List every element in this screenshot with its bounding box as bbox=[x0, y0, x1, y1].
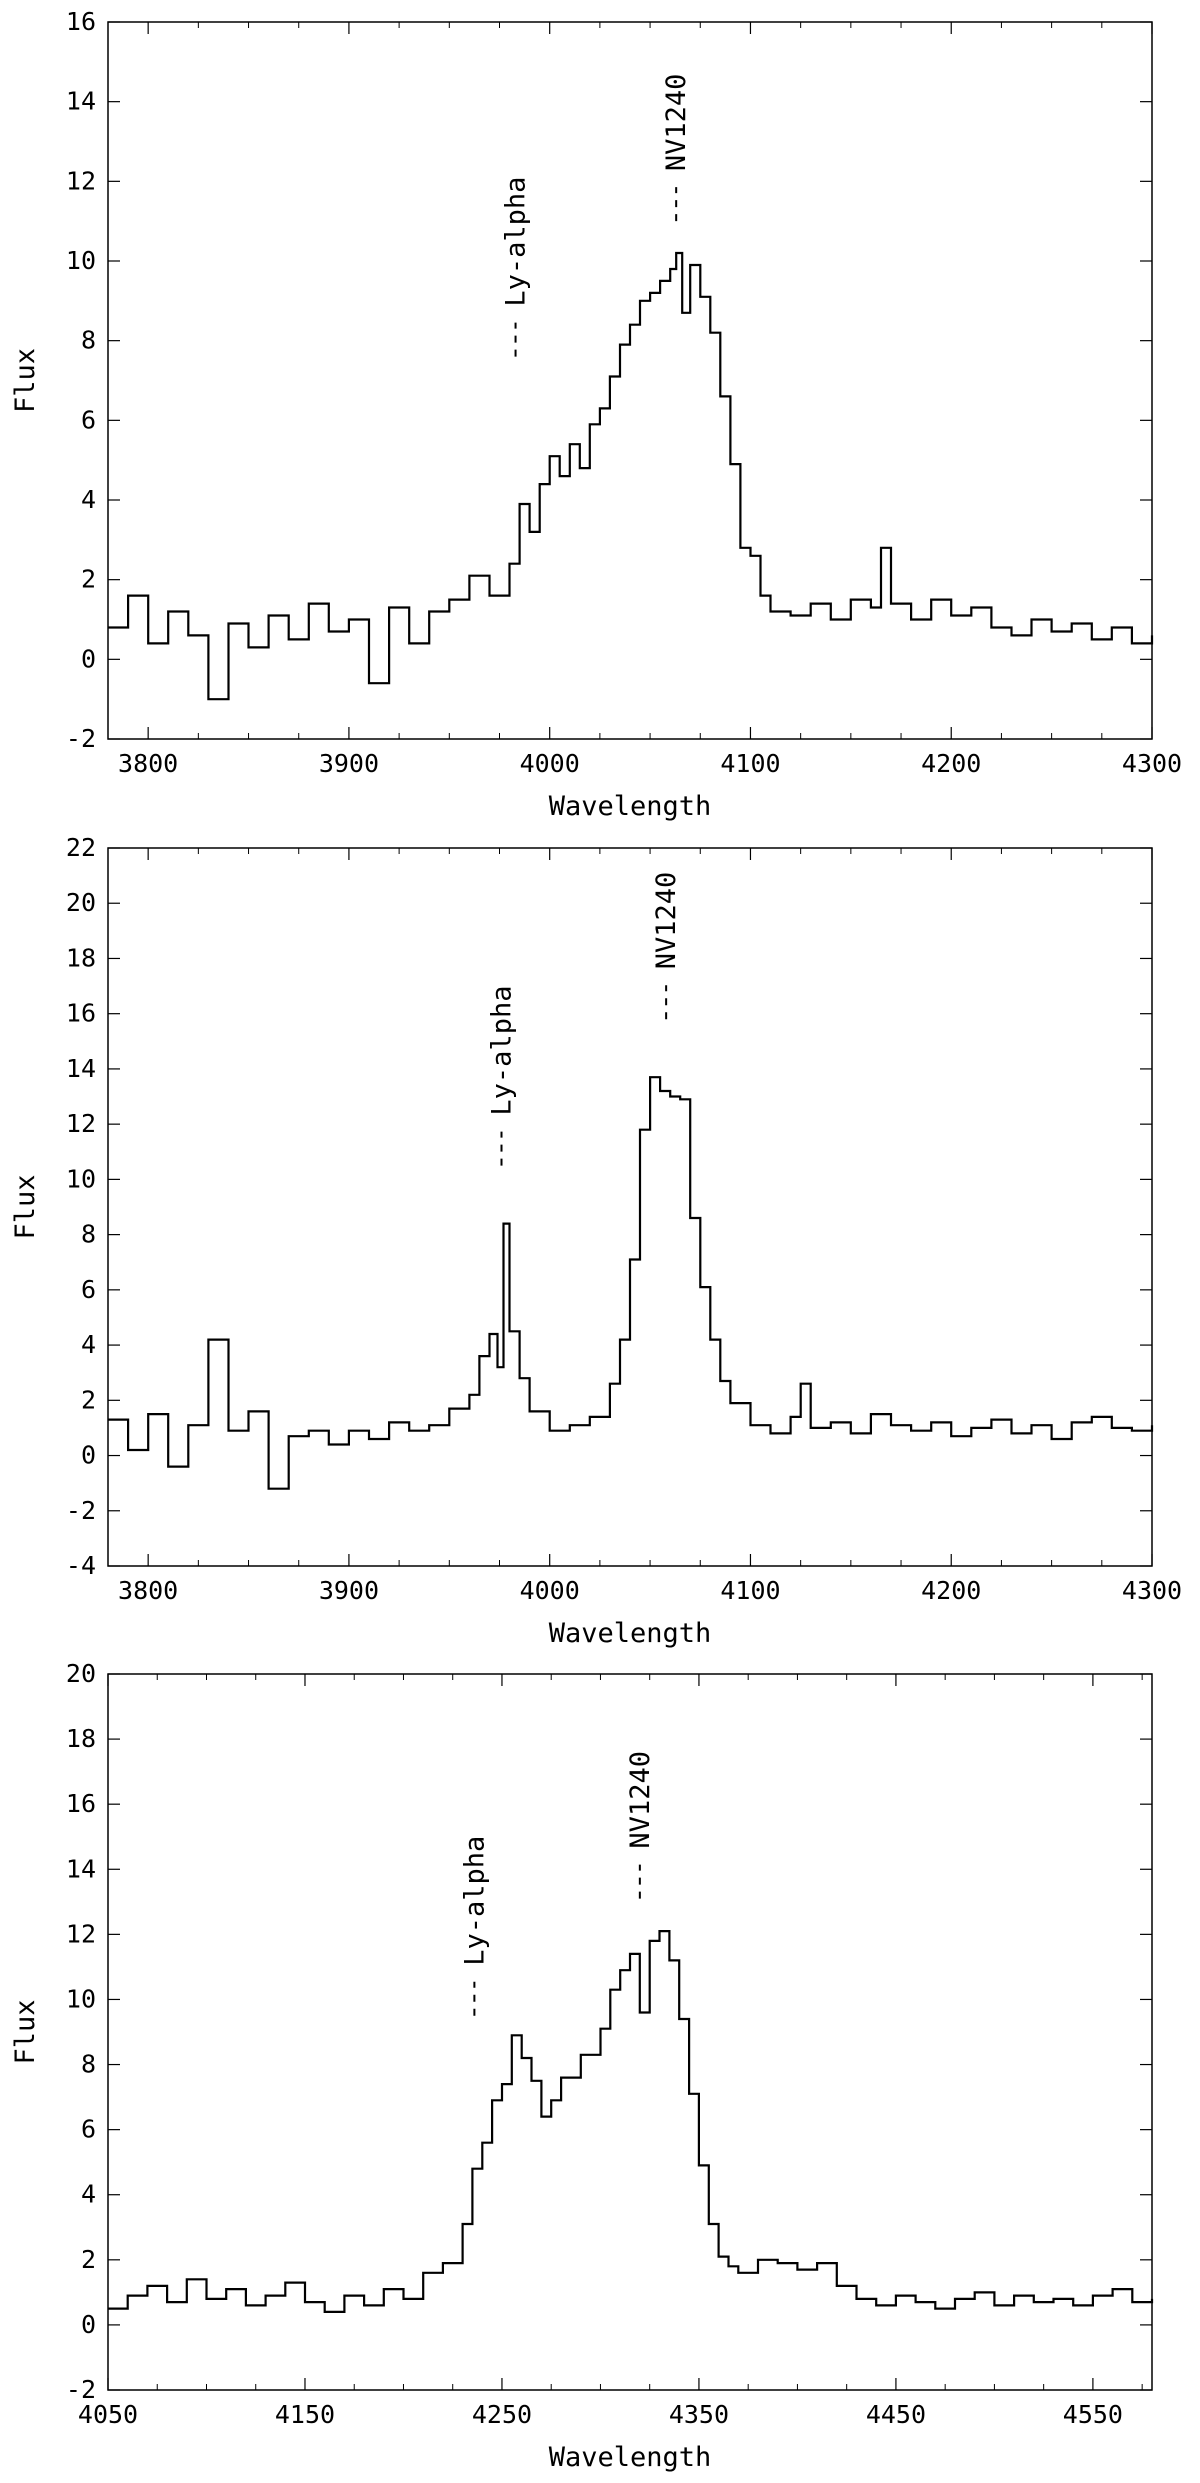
y-tick-label: -2 bbox=[66, 724, 96, 753]
x-tick-label: 4200 bbox=[921, 749, 981, 778]
spectrum-panel-2: 3800 3900 4000 4100 4200 4300 -4 -2 0 2 4 6 8 10 12 14 1… bbox=[10, 833, 1182, 1649]
x-tick-label: 4300 bbox=[1122, 749, 1182, 778]
x-tick-label: 3900 bbox=[319, 749, 379, 778]
x-tick-label: 4350 bbox=[669, 2400, 729, 2429]
y-tick-label: 16 bbox=[66, 1789, 96, 1818]
y-tick-label: 8 bbox=[81, 1220, 96, 1249]
x-axis-title: Wavelength bbox=[549, 1618, 712, 1649]
spectrum-line-1 bbox=[108, 1930, 1154, 2313]
y-tick-label: 6 bbox=[81, 2115, 96, 2144]
x-tick-label: 4000 bbox=[520, 1576, 580, 1605]
line-label: Ly-alpha bbox=[501, 177, 532, 307]
y-tick-label: 6 bbox=[81, 1275, 96, 1304]
x-tick-label: 4150 bbox=[275, 2400, 335, 2429]
y-tick-label: 18 bbox=[66, 1724, 96, 1753]
y-tick-label: 12 bbox=[66, 1109, 96, 1138]
y-tick-label: 16 bbox=[66, 999, 96, 1028]
plot-frame bbox=[107, 1673, 1153, 2391]
y-axis-title: Flux bbox=[10, 348, 41, 413]
x-tick-label: 4100 bbox=[720, 749, 780, 778]
y-tick-label: 0 bbox=[81, 1441, 96, 1470]
y-tick-label: 2 bbox=[81, 2245, 96, 2274]
y-tick-label: 2 bbox=[81, 565, 96, 594]
y-tick-label: 16 bbox=[66, 7, 96, 36]
y-tick-label: 20 bbox=[66, 1659, 96, 1688]
x-tick-label: 3800 bbox=[118, 749, 178, 778]
spectrum-panel-3: 4050 4150 4250 4350 4450 4550 -2 0 2 4 6 8 10 12 14 16 1… bbox=[10, 1659, 1154, 2473]
y-tick-label: -2 bbox=[66, 1496, 96, 1525]
x-axis-title: Wavelength bbox=[549, 791, 712, 822]
y-tick-label: 8 bbox=[81, 326, 96, 355]
y-tick-label: 10 bbox=[66, 1164, 96, 1193]
y-tick-label: 22 bbox=[66, 833, 96, 862]
x-axis-title: Wavelength bbox=[549, 2442, 712, 2473]
y-tick-label: -2 bbox=[66, 2375, 96, 2404]
y-tick-label: 10 bbox=[66, 246, 96, 275]
x-tick-label: 4000 bbox=[520, 749, 580, 778]
x-tick-label: 4100 bbox=[720, 1576, 780, 1605]
line-label: NV1240 bbox=[661, 74, 692, 172]
x-tick-label: 4550 bbox=[1063, 2400, 1123, 2429]
line-label: NV1240 bbox=[625, 1751, 656, 1849]
y-axis-title: Flux bbox=[10, 1999, 41, 2064]
x-tick-label: 4450 bbox=[866, 2400, 926, 2429]
plot-frame bbox=[107, 21, 1153, 740]
y-tick-label: 18 bbox=[66, 943, 96, 972]
line-label: NV1240 bbox=[651, 872, 682, 970]
y-tick-label: 14 bbox=[66, 87, 96, 116]
y-tick-label: 12 bbox=[66, 166, 96, 195]
y-tick-label: 0 bbox=[81, 2310, 96, 2339]
spectrum-line-1 bbox=[108, 1076, 1154, 1490]
x-tick-label: 3900 bbox=[319, 1576, 379, 1605]
x-tick-label: 4200 bbox=[921, 1576, 981, 1605]
y-tick-label: 14 bbox=[66, 1054, 96, 1083]
x-tick-label: 4300 bbox=[1122, 1576, 1182, 1605]
y-tick-label: 4 bbox=[81, 2180, 96, 2209]
y-tick-label: 10 bbox=[66, 1984, 96, 2013]
line-label: Ly-alpha bbox=[487, 986, 518, 1116]
y-tick-label: 4 bbox=[81, 485, 96, 514]
y-tick-label: 4 bbox=[81, 1330, 96, 1359]
spectrum-panel-1: 3800 3900 4000 4100 4200 4300 -2 0 2 4 6 8 10 12 14 16 W… bbox=[10, 7, 1182, 822]
spectrum-line-1 bbox=[108, 251, 1154, 701]
x-tick-label: 3800 bbox=[118, 1576, 178, 1605]
y-tick-label: 20 bbox=[66, 888, 96, 917]
y-tick-label: 0 bbox=[81, 644, 96, 673]
y-tick-label: 8 bbox=[81, 2050, 96, 2079]
y-tick-label: 12 bbox=[66, 1919, 96, 1948]
y-tick-label: 14 bbox=[66, 1854, 96, 1883]
y-axis-title: Flux bbox=[10, 1174, 41, 1239]
y-tick-label: -4 bbox=[66, 1551, 96, 1580]
x-tick-label: 4050 bbox=[78, 2400, 138, 2429]
x-tick-label: 4250 bbox=[472, 2400, 532, 2429]
y-tick-label: 6 bbox=[81, 405, 96, 434]
line-label: Ly-alpha bbox=[459, 1836, 490, 1966]
y-tick-label: 2 bbox=[81, 1385, 96, 1414]
plot-frame bbox=[107, 847, 1153, 1567]
